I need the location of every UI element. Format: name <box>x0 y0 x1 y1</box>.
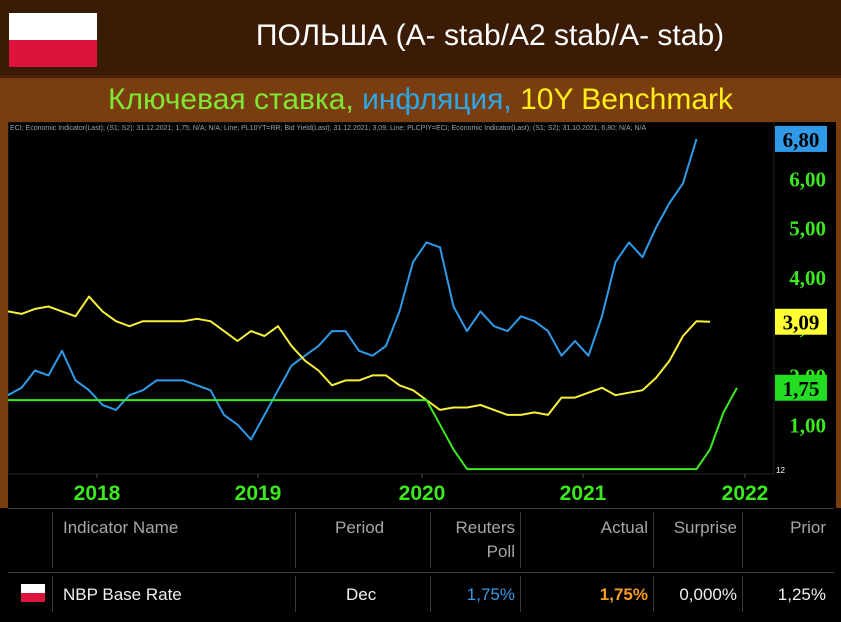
y-tick-label: 5,00 <box>789 217 826 241</box>
last-value-box-key_rate <box>775 374 827 401</box>
last-value-label-key_rate: 1,75 <box>783 377 820 401</box>
axis-corner-label: 12 <box>776 466 785 475</box>
series-line-bond_10y <box>8 295 711 416</box>
last-value-box-bond_10y <box>775 308 827 335</box>
poland-flag-icon <box>9 13 97 67</box>
table-top-line <box>8 508 834 509</box>
line-chart[interactable]: ECI; Economic Indicator(Last); (S1; S2);… <box>8 122 836 508</box>
series-line-key_rate <box>8 387 738 471</box>
x-tick-label: 2021 <box>560 482 607 505</box>
col-header-poll-line1: Reuters <box>455 518 515 537</box>
col-header-surprise[interactable]: Surprise <box>673 518 737 537</box>
chart-panel[interactable]: ECI; Economic Indicator(Last); (S1; S2);… <box>8 122 836 508</box>
col-header-indicator[interactable]: Indicator Name <box>63 518 179 537</box>
table-divider <box>295 512 296 568</box>
table-divider <box>430 512 431 568</box>
subtitle-inflation: инфляция, <box>362 83 521 116</box>
y-tick-label: 1,00 <box>789 414 826 438</box>
row-surprise: 0,000% <box>679 585 737 604</box>
series-line-inflation <box>8 138 698 441</box>
row-reuters-poll: 1,75% <box>466 585 515 604</box>
table-divider <box>430 576 431 612</box>
last-value-label-inflation: 6,80 <box>783 128 820 152</box>
y-tick-label: 6,00 <box>789 167 826 191</box>
subtitle-benchmark: 10Y Benchmark <box>520 83 734 116</box>
table-divider <box>295 576 296 612</box>
header-row-line <box>8 572 834 573</box>
col-header-poll-line2: Poll <box>486 542 515 561</box>
col-header-poll[interactable]: Reuters Poll <box>430 516 515 564</box>
row-period: Dec <box>346 585 377 604</box>
indicator-table: Indicator Name Period Reuters Poll Actua… <box>0 508 841 622</box>
row-indicator-name[interactable]: NBP Base Rate <box>63 585 182 604</box>
plot-area <box>8 122 775 475</box>
table-divider <box>742 576 743 612</box>
x-tick-label: 2019 <box>235 482 282 505</box>
x-tick-label: 2018 <box>74 482 121 505</box>
col-header-prior[interactable]: Prior <box>790 518 826 537</box>
table-divider <box>52 512 53 568</box>
page-title: ПОЛЬША (A- stab/A2 stab/A- stab) <box>255 19 725 52</box>
last-value-label-bond_10y: 3,09 <box>783 311 820 335</box>
divider <box>0 75 841 78</box>
row-prior: 1,25% <box>777 585 826 604</box>
last-value-box-inflation <box>775 125 827 152</box>
poland-flag-small-icon <box>21 584 45 602</box>
chart-subtitle: Ключевая ставка, инфляция, 10Y Benchmark <box>0 79 841 121</box>
table-divider <box>520 512 521 568</box>
col-header-period[interactable]: Period <box>335 518 385 537</box>
row-actual: 1,75% <box>599 585 648 604</box>
table-divider <box>52 576 53 612</box>
x-tick-label: 2022 <box>722 482 769 505</box>
legend-text: ECI; Economic Indicator(Last); (S1; S2);… <box>10 125 646 132</box>
x-tick-label: 2020 <box>399 482 446 505</box>
table-divider <box>742 512 743 568</box>
table-divider <box>653 576 654 612</box>
header-bar: ПОЛЬША (A- stab/A2 stab/A- stab) <box>0 0 841 75</box>
subtitle-key-rate: Ключевая ставка, <box>107 83 363 116</box>
y-tick-label: 4,00 <box>789 266 826 290</box>
table-divider <box>653 512 654 568</box>
col-header-actual[interactable]: Actual <box>600 518 648 537</box>
table-divider <box>520 576 521 612</box>
